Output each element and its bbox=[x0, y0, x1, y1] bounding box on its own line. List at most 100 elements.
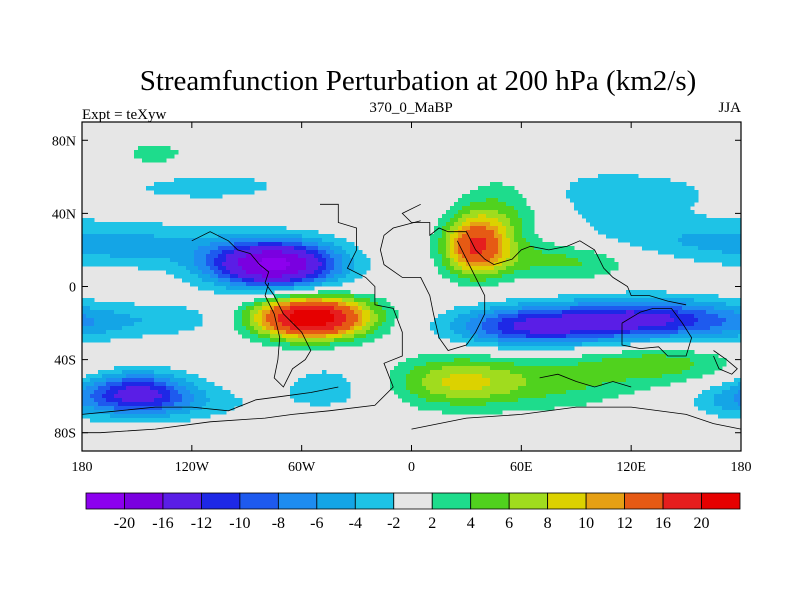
field-cell bbox=[426, 362, 515, 367]
field-cell bbox=[442, 230, 447, 235]
field-cell bbox=[678, 326, 711, 331]
field-cell bbox=[290, 390, 351, 395]
field-cell bbox=[454, 318, 471, 323]
field-cell bbox=[518, 302, 579, 307]
field-cell bbox=[518, 214, 535, 219]
field-cell bbox=[466, 230, 495, 235]
coastlines bbox=[82, 203, 741, 434]
field-cell bbox=[674, 318, 699, 323]
field-cell bbox=[206, 254, 219, 259]
field-cell bbox=[130, 314, 203, 319]
field-cell bbox=[330, 310, 343, 315]
field-cell bbox=[286, 330, 339, 335]
field-cell bbox=[342, 322, 355, 327]
field-cell bbox=[642, 354, 667, 359]
field-cell bbox=[590, 222, 741, 227]
field-cell bbox=[294, 398, 347, 403]
field-cell bbox=[106, 398, 123, 403]
field-cell bbox=[82, 306, 91, 311]
field-cell bbox=[434, 318, 455, 323]
field-cell bbox=[486, 318, 503, 323]
field-cell bbox=[562, 310, 627, 315]
field-cell bbox=[306, 374, 343, 379]
field-cell bbox=[170, 398, 183, 403]
colorbar-swatch bbox=[85, 492, 125, 510]
field-cell bbox=[262, 306, 271, 311]
field-cell bbox=[82, 250, 195, 255]
colorbar-swatch bbox=[201, 492, 241, 510]
field-cell bbox=[694, 298, 741, 303]
field-cell bbox=[430, 250, 439, 255]
field-cell bbox=[198, 246, 219, 251]
field-cell bbox=[506, 258, 519, 263]
field-cell bbox=[306, 274, 319, 279]
field-cell bbox=[514, 326, 639, 331]
field-cell bbox=[150, 386, 167, 391]
field-cell bbox=[318, 258, 327, 263]
field-cell bbox=[282, 334, 299, 339]
field-cell bbox=[734, 394, 741, 399]
field-cell bbox=[190, 410, 227, 415]
field-cell bbox=[498, 210, 519, 215]
field-cell bbox=[258, 310, 263, 315]
field-cell bbox=[454, 330, 471, 335]
field-cell bbox=[498, 250, 503, 255]
field-cell bbox=[450, 338, 475, 343]
field-cell bbox=[454, 250, 459, 255]
field-cell bbox=[370, 314, 379, 319]
field-cell bbox=[466, 322, 483, 327]
field-cell bbox=[106, 330, 179, 335]
field-cell bbox=[378, 318, 387, 323]
field-cell bbox=[82, 238, 231, 243]
field-cell bbox=[630, 242, 683, 247]
field-cell bbox=[322, 298, 343, 303]
field-cell bbox=[358, 314, 363, 319]
field-cell bbox=[318, 266, 327, 271]
colorbar-label: -12 bbox=[191, 515, 212, 532]
field-cell bbox=[326, 334, 343, 339]
field-cell bbox=[378, 326, 391, 331]
field-cell bbox=[690, 366, 723, 371]
field-cell bbox=[82, 334, 143, 339]
field-cell bbox=[238, 262, 259, 267]
field-cell bbox=[714, 398, 735, 403]
coastline bbox=[621, 307, 693, 357]
field-cell bbox=[106, 378, 123, 383]
field-cell bbox=[526, 238, 543, 243]
colorbar-label: -16 bbox=[152, 515, 173, 532]
field-cell bbox=[114, 410, 167, 415]
field-cell bbox=[94, 322, 135, 327]
field-cell bbox=[82, 222, 163, 227]
field-cell bbox=[366, 334, 383, 339]
field-cell bbox=[314, 270, 323, 275]
field-cell bbox=[354, 330, 367, 335]
field-cell bbox=[390, 370, 411, 375]
field-cell bbox=[226, 254, 247, 259]
field-cell bbox=[82, 402, 99, 407]
field-cell bbox=[106, 390, 119, 395]
field-cell bbox=[98, 370, 123, 375]
colorbar-swatch bbox=[393, 492, 433, 510]
field-cell bbox=[466, 258, 491, 263]
field-cell bbox=[226, 266, 243, 271]
field-cell bbox=[82, 314, 87, 319]
field-cell bbox=[566, 190, 699, 195]
field-cell bbox=[118, 402, 163, 407]
field-cell bbox=[114, 366, 171, 371]
field-cell bbox=[82, 330, 107, 335]
field-cell bbox=[86, 314, 131, 319]
field-cell bbox=[194, 262, 207, 267]
field-cell bbox=[346, 314, 359, 319]
field-cell bbox=[270, 338, 287, 343]
field-cell bbox=[490, 182, 503, 187]
field-cell bbox=[470, 330, 487, 335]
field-cell bbox=[294, 322, 327, 327]
field-cell bbox=[434, 330, 455, 335]
field-cell bbox=[186, 386, 199, 391]
field-cell bbox=[574, 202, 695, 207]
experiment-label: Expt = teXyw bbox=[82, 107, 166, 123]
field-cell bbox=[650, 338, 741, 343]
field-cell bbox=[526, 318, 675, 323]
field-cell bbox=[450, 270, 463, 275]
colorbar-swatch bbox=[508, 492, 549, 510]
